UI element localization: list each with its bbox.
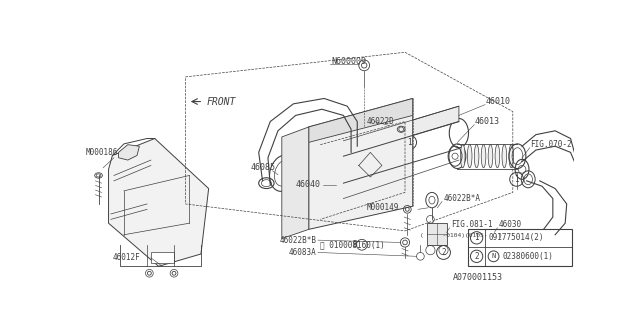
- Polygon shape: [308, 99, 413, 229]
- Text: M000149: M000149: [367, 203, 399, 212]
- Ellipse shape: [502, 145, 507, 168]
- Text: Ⓑ 010008160(1): Ⓑ 010008160(1): [320, 240, 385, 249]
- Ellipse shape: [488, 145, 493, 168]
- Text: 02380600(1): 02380600(1): [502, 252, 553, 261]
- Polygon shape: [308, 99, 413, 142]
- Text: 2: 2: [441, 248, 446, 257]
- Polygon shape: [118, 145, 140, 160]
- Text: 2: 2: [474, 252, 479, 261]
- Text: N600009: N600009: [331, 57, 366, 66]
- Ellipse shape: [509, 145, 513, 168]
- Text: 1: 1: [474, 233, 479, 242]
- Text: 46012F: 46012F: [113, 253, 140, 262]
- Text: FIG.070-2: FIG.070-2: [531, 140, 572, 149]
- Ellipse shape: [467, 145, 472, 168]
- Text: M000186: M000186: [86, 148, 118, 157]
- Text: 46022D: 46022D: [367, 117, 394, 126]
- Polygon shape: [344, 106, 459, 156]
- Text: 46085: 46085: [251, 163, 276, 172]
- Polygon shape: [282, 127, 308, 239]
- Text: 091775014(2): 091775014(2): [488, 233, 543, 242]
- Ellipse shape: [460, 145, 465, 168]
- Ellipse shape: [495, 145, 500, 168]
- Text: 1: 1: [407, 138, 412, 147]
- Text: 46040: 46040: [295, 180, 320, 189]
- Text: FRONT: FRONT: [206, 97, 236, 107]
- Bar: [468, 228, 572, 266]
- Ellipse shape: [481, 145, 486, 168]
- Text: 46022B*B: 46022B*B: [280, 236, 316, 244]
- Text: 46010: 46010: [485, 97, 510, 106]
- Text: A070001153: A070001153: [452, 273, 503, 282]
- Ellipse shape: [474, 145, 479, 168]
- Text: 1: 1: [515, 175, 519, 184]
- Bar: [151, 252, 174, 263]
- Text: 46030: 46030: [499, 220, 522, 229]
- Polygon shape: [427, 223, 447, 245]
- Text: 46022B*A: 46022B*A: [444, 194, 481, 203]
- Text: (     -0104)(0105-   ): ( -0104)(0105- ): [420, 233, 503, 238]
- Text: 46013: 46013: [474, 117, 499, 126]
- Text: 46083A: 46083A: [289, 248, 316, 257]
- Text: FIG.081-1: FIG.081-1: [451, 220, 493, 229]
- Text: B: B: [353, 240, 357, 249]
- Polygon shape: [109, 139, 209, 266]
- Text: N: N: [492, 253, 495, 259]
